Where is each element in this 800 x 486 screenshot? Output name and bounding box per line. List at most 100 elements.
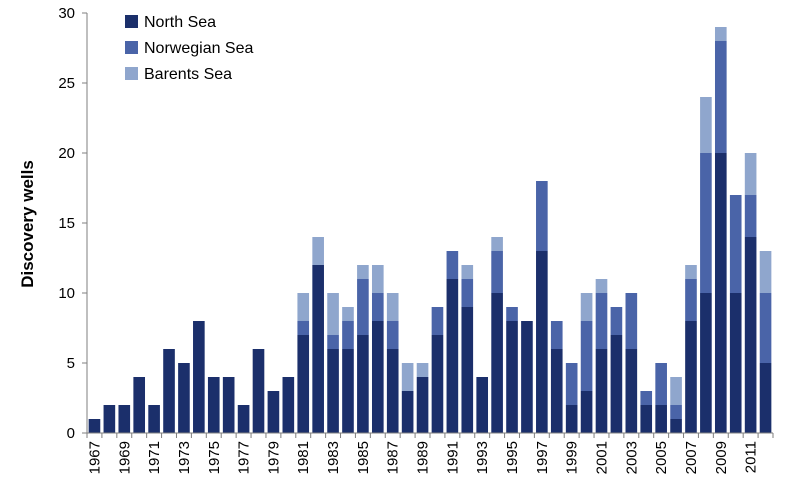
bar-1985-north-sea	[357, 335, 369, 433]
bar-1994-barents-sea	[491, 237, 503, 251]
bar-2007-norwegian-sea	[685, 279, 697, 321]
bar-1984-north-sea	[342, 349, 354, 433]
bar-1986-norwegian-sea	[371, 293, 384, 321]
legend-swatch-barents-sea	[125, 67, 138, 80]
bar-2007-north-sea	[685, 321, 697, 433]
bar-2001-north-sea	[595, 349, 608, 433]
bar-1983-barents-sea	[327, 293, 339, 335]
bar-1995-north-sea	[506, 321, 518, 433]
bar-1987-barents-sea	[386, 293, 399, 321]
bar-1987-norwegian-sea	[386, 321, 399, 349]
x-tick-label: 1999	[564, 441, 581, 474]
bar-1992-barents-sea	[461, 265, 474, 279]
bar-2003-norwegian-sea	[625, 293, 638, 349]
bar-1990-north-sea	[431, 335, 444, 433]
bar-2002-norwegian-sea	[610, 307, 623, 335]
x-tick-label: 1969	[116, 441, 133, 474]
y-axis-ticks: 0 5 10 15 20 25 30	[58, 5, 87, 442]
bar-1980-north-sea	[282, 377, 295, 433]
bar-1991-north-sea	[446, 279, 459, 433]
bar-2000-barents-sea	[580, 293, 593, 321]
x-tick-label: 1995	[504, 441, 521, 474]
bar-1979-north-sea	[267, 391, 280, 433]
bar-1967-north-sea	[88, 419, 101, 433]
x-tick-label: 1993	[474, 441, 491, 474]
legend-label-north-sea: North Sea	[144, 14, 216, 31]
x-tick-label: 1975	[206, 441, 223, 474]
bar-1998-north-sea	[550, 349, 563, 433]
legend-swatch-north-sea	[125, 15, 138, 28]
bar-1986-north-sea	[371, 321, 384, 433]
bar-1981-barents-sea	[297, 293, 310, 321]
bar-1983-north-sea	[327, 349, 339, 433]
y-tick-label: 20	[58, 145, 75, 162]
bar-1983-norwegian-sea	[327, 335, 339, 349]
bar-1999-north-sea	[565, 405, 578, 433]
y-tick-label: 15	[58, 215, 75, 232]
bar-1998-norwegian-sea	[550, 321, 563, 349]
bars-layer	[88, 27, 772, 433]
bar-2000-north-sea	[580, 391, 593, 433]
x-tick-label: 1971	[146, 441, 163, 474]
x-axis-ticks: 1967 1969 1971 1973 1975 1977 1979 1981 1983 1985…	[86, 433, 774, 474]
bar-1991-norwegian-sea	[446, 251, 459, 279]
bar-1985-barents-sea	[357, 265, 369, 279]
bar-2001-barents-sea	[595, 279, 608, 293]
x-tick-label: 2007	[683, 441, 700, 474]
legend-label-barents-sea: Barents Sea	[144, 66, 232, 83]
x-tick-label: 1981	[295, 441, 312, 474]
bar-1988-north-sea	[401, 391, 414, 433]
x-tick-label: 2005	[653, 441, 670, 474]
bar-1973-north-sea	[178, 363, 190, 433]
bar-1985-norwegian-sea	[357, 279, 369, 335]
bar-2006-north-sea	[670, 419, 682, 433]
bar-2001-norwegian-sea	[595, 293, 608, 349]
bar-2008-barents-sea	[700, 97, 712, 153]
x-tick-label: 1985	[355, 441, 372, 474]
x-tick-label: 1987	[385, 441, 402, 474]
bar-2002-north-sea	[610, 335, 623, 433]
bar-1986-barents-sea	[371, 265, 384, 293]
y-tick-label: 25	[58, 75, 75, 92]
bar-2011-norwegian-sea	[744, 195, 757, 237]
bar-1992-north-sea	[461, 307, 474, 433]
bar-1981-north-sea	[297, 335, 310, 433]
bar-2003-north-sea	[625, 349, 638, 433]
bar-1971-north-sea	[148, 405, 160, 433]
x-tick-label: 1979	[265, 441, 282, 474]
bar-1989-north-sea	[416, 377, 429, 433]
bar-1988-barents-sea	[401, 363, 414, 391]
bar-2010-north-sea	[729, 293, 742, 433]
bar-2004-north-sea	[640, 405, 653, 433]
bar-1968-north-sea	[103, 405, 116, 433]
bar-2006-norwegian-sea	[670, 405, 682, 419]
y-tick-label: 0	[67, 425, 75, 442]
bar-1982-north-sea	[312, 265, 324, 433]
bar-1975-north-sea	[207, 377, 220, 433]
bar-1989-barents-sea	[416, 363, 429, 377]
y-tick-label: 30	[58, 5, 75, 22]
bar-1976-north-sea	[222, 377, 235, 433]
bar-1999-norwegian-sea	[565, 363, 578, 405]
bar-2007-barents-sea	[685, 265, 697, 279]
x-tick-label: 1997	[534, 441, 551, 474]
bar-1992-norwegian-sea	[461, 279, 474, 307]
bar-1977-north-sea	[237, 405, 250, 433]
bar-2004-norwegian-sea	[640, 391, 653, 405]
x-tick-label: 2003	[623, 441, 640, 474]
x-tick-label: 1973	[176, 441, 193, 474]
bar-1981-norwegian-sea	[297, 321, 310, 335]
y-tick-label: 5	[67, 355, 75, 372]
x-tick-label: 2001	[594, 441, 611, 474]
bar-2011-barents-sea	[744, 153, 757, 195]
bar-1995-norwegian-sea	[506, 307, 518, 321]
bar-2012-north-sea	[759, 363, 772, 433]
bar-1994-norwegian-sea	[491, 251, 503, 293]
bar-2009-barents-sea	[714, 27, 727, 41]
legend: North Sea Norwegian Sea Barents Sea	[125, 14, 254, 83]
x-tick-label: 1977	[236, 441, 253, 474]
bar-2005-norwegian-sea	[655, 363, 667, 405]
y-tick-label: 10	[58, 285, 75, 302]
